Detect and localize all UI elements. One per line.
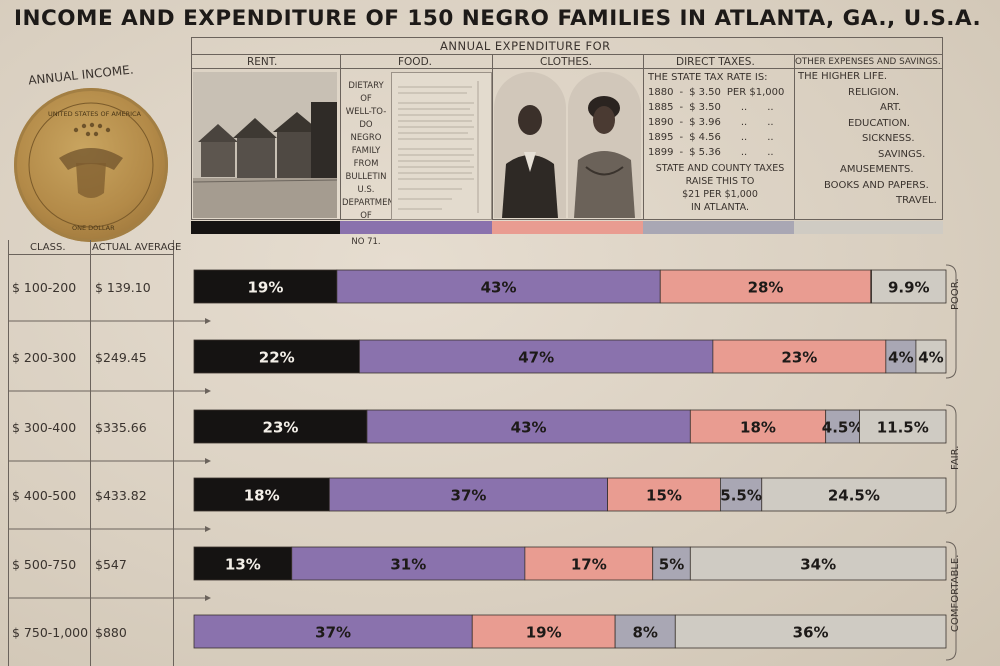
actual-average-header: ACTUAL AVERAGE (92, 242, 182, 253)
column-header-row (191, 54, 943, 69)
seal-top-text: UNITED STATES OF AMERICA (48, 110, 141, 118)
woman-portrait-photo (568, 72, 641, 218)
actual-average-value: $547 (95, 557, 127, 572)
houses-photo (192, 72, 338, 218)
bracket-label-fair: FAIR. (950, 445, 961, 470)
class-range-label: $ 200-300 (12, 350, 77, 365)
col-clothes-label: CLOTHES. (540, 56, 593, 68)
chart-title: INCOME AND EXPENDITURE OF 150 NEGRO FAMI… (14, 6, 982, 31)
class-range-label: $ 400-500 (12, 488, 77, 503)
other-note: THE HIGHER LIFE. RELIGION. ART. EDUCATIO… (798, 71, 937, 206)
taxes-color-strip (643, 221, 794, 234)
class-table-divider (90, 240, 91, 666)
divider (340, 54, 341, 220)
class-range-label: $ 300-400 (12, 420, 77, 435)
col-rent-label: RENT. (247, 56, 278, 68)
class-table-left-border (8, 240, 9, 666)
col-taxes-label: DIRECT TAXES. (676, 56, 755, 68)
divider (492, 54, 493, 220)
class-range-label: $ 100-200 (12, 280, 77, 295)
boy-portrait-photo (494, 72, 566, 218)
class-range-label: $ 500-750 (12, 557, 77, 572)
dietary-document-image (391, 72, 492, 220)
actual-average-value: $433.82 (95, 488, 147, 503)
food-color-strip (340, 221, 492, 234)
col-food-label: FOOD. (398, 56, 432, 68)
actual-average-value: $880 (95, 625, 127, 640)
rent-color-strip (191, 221, 340, 234)
bracket-label-comfortable: COMFORTABLE. (950, 554, 961, 632)
actual-average-value: $249.45 (95, 350, 147, 365)
col-other-label: OTHER EXPENSES AND SAVINGS. (795, 57, 941, 67)
actual-average-value: $335.66 (95, 420, 147, 435)
divider (643, 54, 644, 220)
tax-note: THE STATE TAX RATE IS: 1880- $ 3.50 PER $1… (648, 72, 785, 213)
seal-bottom-text: ONE DOLLAR (72, 224, 115, 232)
expenditure-header-box (191, 37, 943, 220)
dollar-seal-icon (14, 88, 168, 242)
clothes-color-strip (492, 221, 643, 234)
other-color-strip (794, 221, 943, 234)
actual-average-value: $ 139.10 (95, 280, 151, 295)
annual-expenditure-label: ANNUAL EXPENDITURE FOR (440, 39, 611, 53)
bracket-label-poor: POOR. (950, 278, 961, 310)
divider (794, 54, 795, 220)
class-table-header-line (8, 254, 174, 255)
class-header: CLASS. (30, 242, 66, 253)
class-table-divider (173, 240, 174, 666)
class-range-label: $ 750-1,000 (12, 625, 89, 640)
